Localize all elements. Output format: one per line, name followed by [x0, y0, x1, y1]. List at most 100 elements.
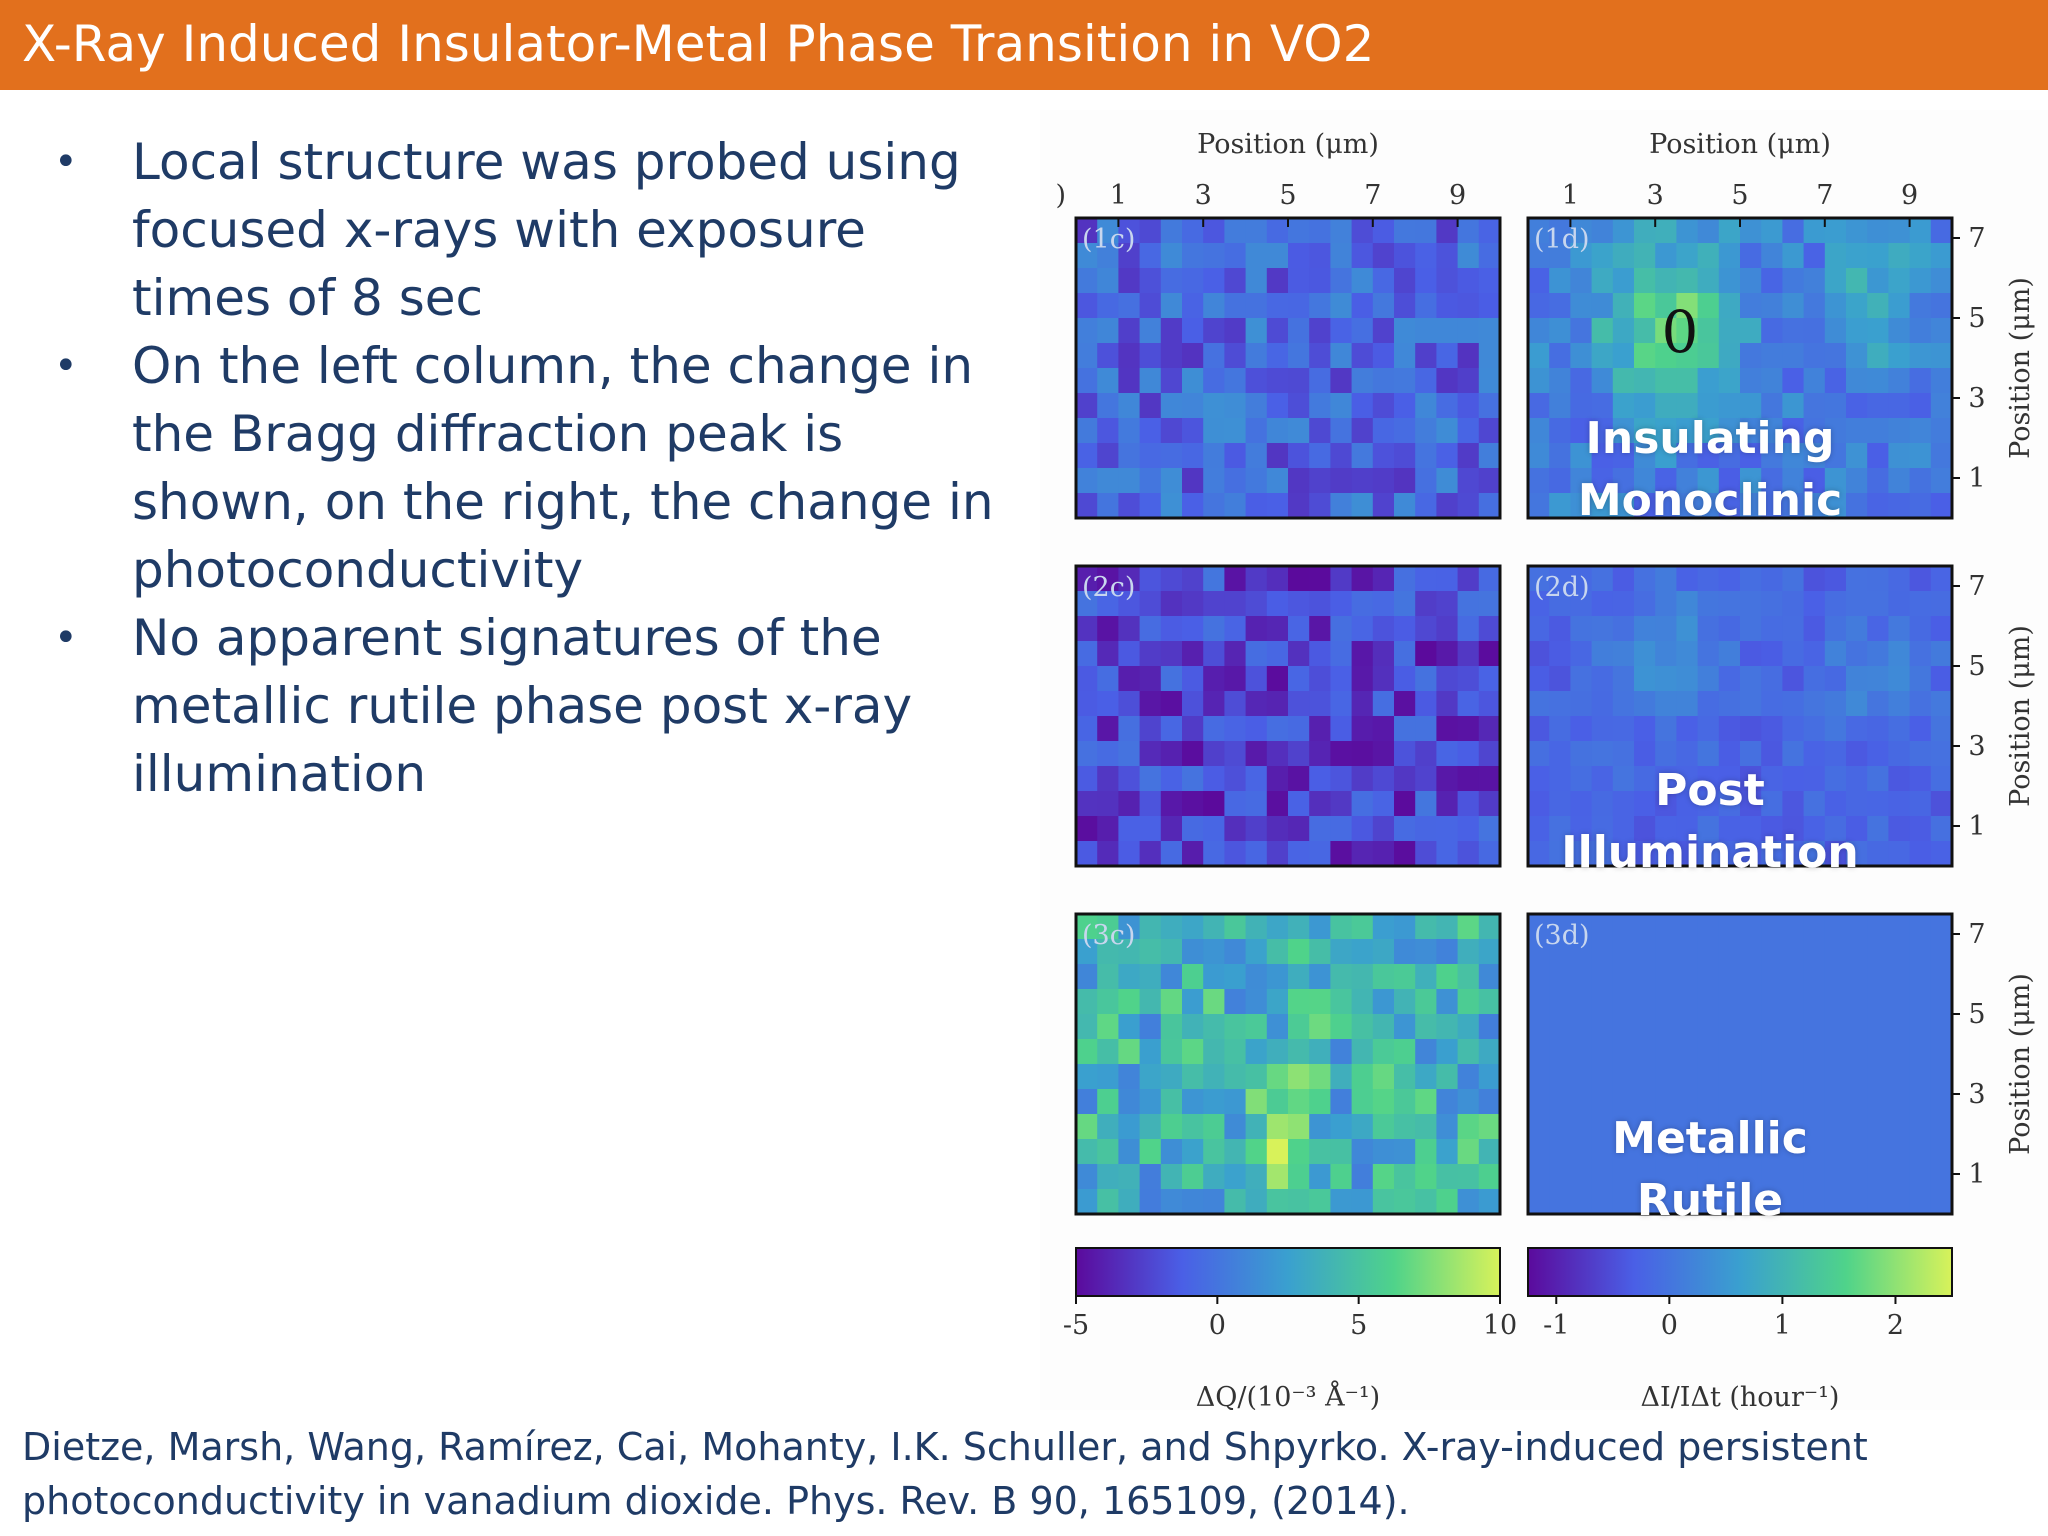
heatmap-cell	[1761, 741, 1783, 767]
heatmap-cell	[1718, 816, 1741, 842]
heatmap-cell	[1612, 716, 1635, 742]
heatmap-cell	[1676, 418, 1699, 444]
heatmap-cell	[1570, 318, 1593, 344]
heatmap-cell	[1394, 616, 1416, 642]
heatmap-cell	[1457, 1089, 1480, 1115]
heatmap-cell	[1634, 468, 1656, 494]
heatmap-cell	[1888, 393, 1911, 419]
heatmap-cell	[1888, 691, 1911, 717]
heatmap-cell	[1436, 591, 1459, 617]
heatmap-cell	[1351, 243, 1374, 269]
heatmap-cell	[1740, 616, 1762, 642]
heatmap-cell	[1139, 443, 1162, 469]
heatmap-cell	[1528, 268, 1550, 294]
heatmap-cell	[1570, 1189, 1593, 1215]
clipped-tick-label: )	[1055, 180, 1066, 211]
heatmap-cell	[1224, 939, 1247, 965]
heatmap-cell	[1372, 1039, 1395, 1065]
heatmap-cell	[1867, 964, 1889, 990]
heatmap-cell	[1612, 1014, 1635, 1040]
heatmap-cell	[1351, 1064, 1374, 1090]
heatmap-cell	[1224, 989, 1247, 1015]
heatmap-cell	[1309, 1114, 1331, 1140]
heatmap-cell	[1288, 443, 1310, 469]
heatmap-cell	[1436, 816, 1459, 842]
colorbar-tick-label: -5	[1063, 1310, 1089, 1341]
heatmap-cell	[1309, 318, 1331, 344]
heatmap-cell	[1591, 641, 1614, 667]
heatmap-cell	[1634, 368, 1656, 394]
heatmap-cell	[1478, 914, 1501, 940]
heatmap-cell	[1372, 841, 1395, 867]
heatmap-cell	[1478, 791, 1501, 817]
heatmap-cell	[1761, 989, 1783, 1015]
heatmap-cell	[1867, 914, 1889, 940]
heatmap-cell	[1457, 666, 1480, 692]
heatmap-cell	[1930, 766, 1953, 792]
heatmap-cell	[1655, 1014, 1677, 1040]
heatmap-cell	[1549, 318, 1571, 344]
bullet-text: On the left column, the change in the Br…	[132, 337, 994, 599]
heatmap-cell	[1288, 318, 1310, 344]
heatmap-cell	[1655, 1114, 1677, 1140]
heatmap-cell	[1549, 418, 1571, 444]
bullet-glyph: •	[54, 343, 78, 389]
heatmap-cell	[1457, 766, 1480, 792]
heatmap-cell	[1634, 1039, 1656, 1065]
heatmap-cell	[1867, 1189, 1889, 1215]
heatmap-cell	[1570, 368, 1593, 394]
heatmap-cell	[1118, 791, 1141, 817]
heatmap-cell	[1097, 641, 1119, 667]
heatmap-cell	[1118, 1039, 1141, 1065]
heatmap-cell	[1761, 418, 1783, 444]
heatmap-cell	[1288, 641, 1310, 667]
heatmap-cell	[1160, 343, 1183, 369]
heatmap-cell	[1888, 616, 1911, 642]
heatmap-cell	[1824, 1189, 1847, 1215]
heatmap-cell	[1676, 1089, 1699, 1115]
heatmap-cell	[1528, 393, 1550, 419]
heatmap-cell	[1846, 591, 1868, 617]
heatmap-cell	[1266, 318, 1289, 344]
heatmap-cell	[1394, 1064, 1416, 1090]
heatmap-cell	[1097, 268, 1119, 294]
heatmap-cell	[1718, 418, 1741, 444]
heatmap-cell	[1372, 493, 1395, 519]
heatmap-cell	[1266, 343, 1289, 369]
heatmap-cell	[1803, 1089, 1826, 1115]
heatmap-cell	[1160, 1189, 1183, 1215]
heatmap-cell	[1591, 566, 1614, 592]
heatmap-cell	[1139, 1189, 1162, 1215]
bullet-list: • Local structure was probed using focuse…	[50, 128, 1010, 808]
heatmap-cell	[1803, 243, 1826, 269]
heatmap-cell	[1372, 443, 1395, 469]
heatmap-cell	[1634, 914, 1656, 940]
heatmap-cell	[1139, 1064, 1162, 1090]
heatmap-cell	[1330, 816, 1353, 842]
heatmap-cell	[1203, 493, 1225, 519]
heatmap-cell	[1394, 243, 1416, 269]
heatmap-cell	[1224, 1089, 1247, 1115]
heatmap-cell	[1139, 716, 1162, 742]
heatmap-cell	[1076, 343, 1098, 369]
heatmap-cell	[1203, 1039, 1225, 1065]
heatmap-cell	[1139, 343, 1162, 369]
heatmap-cell	[1612, 468, 1635, 494]
heatmap-cell	[1549, 964, 1571, 990]
heatmap-cell	[1139, 418, 1162, 444]
heatmap-cell	[1266, 591, 1289, 617]
heatmap-cell	[1309, 666, 1331, 692]
heatmap-cell	[1330, 964, 1353, 990]
heatmap-cell	[1139, 468, 1162, 494]
heatmap-cell	[1457, 293, 1480, 319]
heatmap-cell	[1549, 243, 1571, 269]
heatmap-cell	[1634, 766, 1656, 792]
heatmap-cell	[1867, 468, 1889, 494]
heatmap-cell	[1740, 766, 1762, 792]
heatmap-cell	[1549, 641, 1571, 667]
heatmap-cell	[1803, 1164, 1826, 1190]
heatmap-cell	[1930, 841, 1953, 867]
heatmap-cell	[1478, 1189, 1501, 1215]
heatmap-cell	[1478, 566, 1501, 592]
heatmap-cell	[1372, 816, 1395, 842]
